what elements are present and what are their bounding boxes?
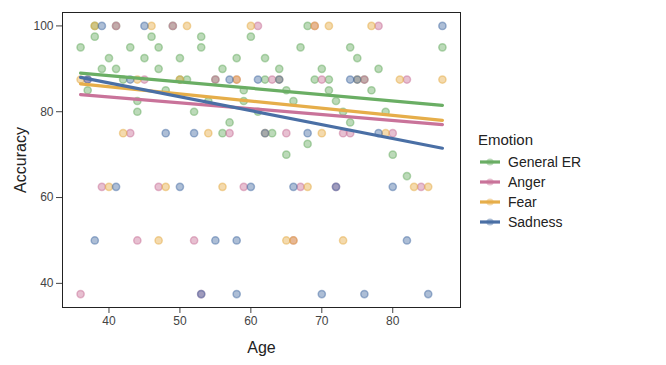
svg-text:70: 70 [315,314,329,328]
svg-text:100: 100 [33,19,53,33]
html-text:Fear: Fear [508,194,537,210]
svg-text:60: 60 [40,190,54,204]
svg-text:Accuracy: Accuracy [12,127,29,193]
html-text:Emotion: Emotion [478,131,533,148]
svg-text:60: 60 [244,314,258,328]
svg-text:50: 50 [173,314,187,328]
svg-text:40: 40 [40,276,54,290]
html-text:Sadness: Sadness [508,214,563,230]
svg-text:Age: Age [247,339,276,356]
svg-text:40: 40 [102,314,116,328]
html-text:Anger: Anger [508,174,546,190]
svg-text:80: 80 [386,314,400,328]
html-text:General ER: General ER [508,154,582,170]
svg-text:80: 80 [40,105,54,119]
